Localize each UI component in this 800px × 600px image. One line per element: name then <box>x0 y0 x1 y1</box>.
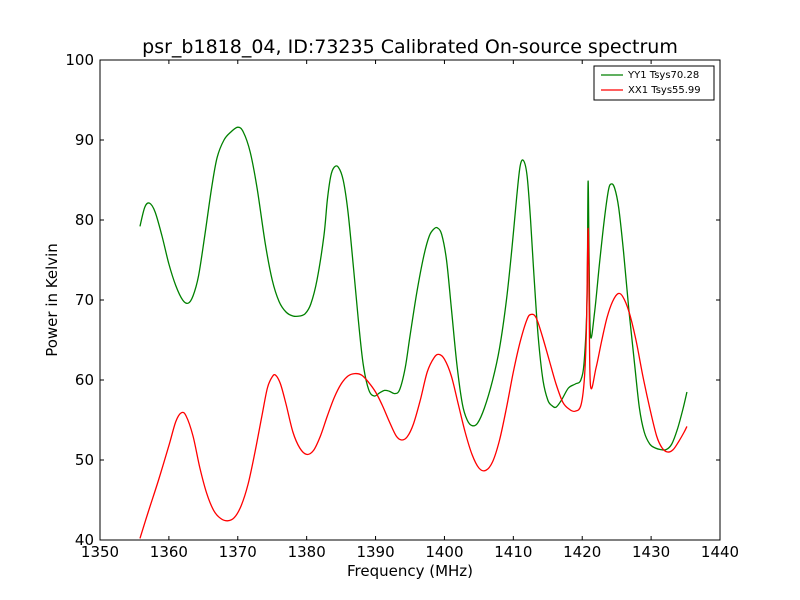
legend-label-yy1: YY1 Tsys70.28 <box>627 70 699 81</box>
chart-title: psr_b1818_04, ID:73235 Calibrated On-sou… <box>142 36 678 58</box>
x-tick-label: 1440 <box>701 543 739 561</box>
x-tick-label: 1400 <box>425 543 463 561</box>
legend-label-xx1: XX1 Tsys55.99 <box>628 85 701 96</box>
x-tick-label: 1350 <box>81 543 119 561</box>
series-line-yy1 <box>139 126 688 451</box>
y-tick-label: 90 <box>75 131 94 149</box>
y-axis-label: Power in Kelvin <box>43 243 61 357</box>
x-axis: 1350 1360 1370 1380 1390 1400 1410 1420 1430 1440 <box>81 60 739 561</box>
series-layer <box>139 126 688 539</box>
x-tick-label: 1370 <box>219 543 257 561</box>
x-axis-label: Frequency (MHz) <box>347 562 473 580</box>
legend-box <box>593 65 715 101</box>
y-tick-label: 70 <box>75 291 94 309</box>
x-tick-label: 1430 <box>632 543 670 561</box>
x-tick-label: 1390 <box>356 543 394 561</box>
y-tick-label: 80 <box>75 211 94 229</box>
y-tick-label: 50 <box>75 451 94 469</box>
x-tick-label: 1380 <box>288 543 326 561</box>
series-line-xx1 <box>139 228 688 539</box>
x-tick-label: 1420 <box>563 543 601 561</box>
y-tick-label: 40 <box>75 531 94 549</box>
x-tick-label: 1410 <box>494 543 532 561</box>
legend: YY1 Tsys70.28 XX1 Tsys55.99 <box>593 65 715 101</box>
y-axis: 40 50 60 70 80 90 100 <box>65 51 720 549</box>
y-tick-label: 100 <box>65 51 94 69</box>
x-tick-label: 1360 <box>150 543 188 561</box>
y-tick-label: 60 <box>75 371 94 389</box>
